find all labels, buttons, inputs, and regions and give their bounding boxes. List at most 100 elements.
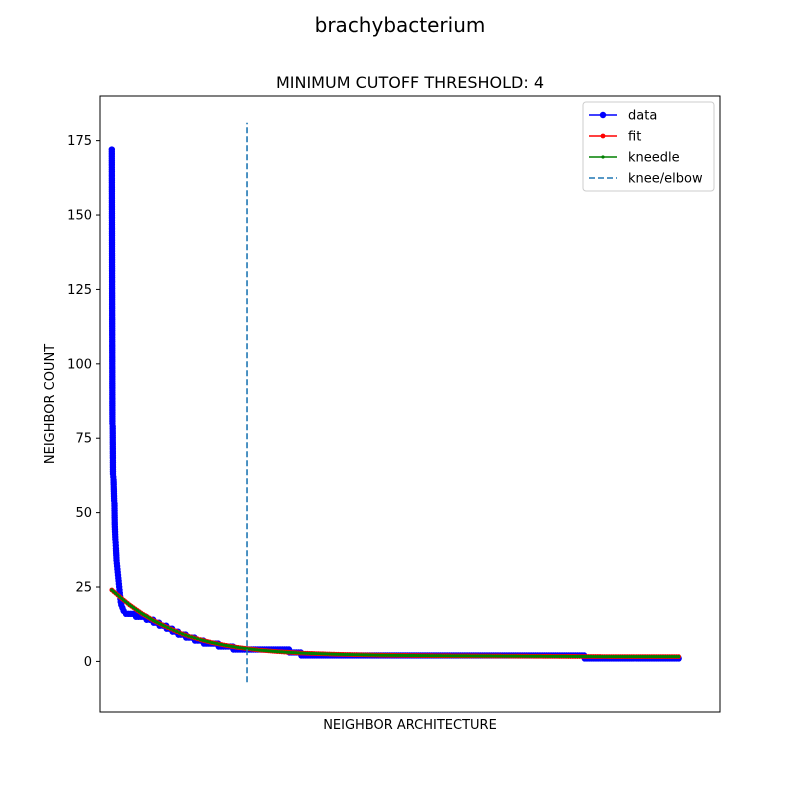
series-kneedle-marker: [491, 654, 495, 658]
series-kneedle-marker: [373, 653, 377, 657]
series-kneedle-marker: [371, 653, 375, 657]
series-kneedle-marker: [439, 654, 443, 658]
series-kneedle-marker: [566, 654, 570, 659]
series-kneedle-marker: [607, 655, 611, 659]
series-kneedle-point: [334, 652, 338, 656]
series-data-group: [108, 146, 682, 662]
series-kneedle-marker: [462, 654, 466, 658]
series-kneedle-marker: [672, 655, 676, 659]
series-kneedle-marker: [405, 653, 409, 658]
series-kneedle-marker: [636, 655, 640, 659]
y-axis-label: NEIGHBOR COUNT: [43, 344, 58, 464]
series-kneedle-marker: [362, 653, 366, 657]
series-kneedle-marker: [280, 650, 284, 654]
series-kneedle-marker: [412, 653, 416, 658]
series-kneedle-marker: [537, 654, 541, 658]
series-kneedle-marker: [459, 654, 464, 658]
series-kneedle-point: [494, 654, 498, 658]
y-tick-label: 150: [67, 209, 92, 224]
series-kneedle-marker: [661, 655, 665, 659]
series-kneedle-marker: [425, 654, 430, 658]
series-kneedle-marker: [571, 654, 575, 659]
series-kneedle-marker: [457, 654, 461, 658]
series-kneedle-marker: [623, 655, 627, 659]
series-kneedle-marker: [394, 653, 398, 657]
y-tick-label: 100: [67, 357, 92, 372]
series-kneedle-marker: [464, 654, 468, 658]
series-kneedle-marker: [625, 655, 629, 659]
series-kneedle-marker: [573, 654, 577, 659]
series-kneedle-point: [677, 655, 681, 659]
series-kneedle-marker: [541, 654, 545, 658]
series-kneedle-marker: [282, 650, 286, 654]
plot-area: [108, 122, 682, 683]
series-kneedle-marker: [580, 654, 584, 659]
series-kneedle-marker: [641, 655, 645, 659]
legend-item: kneedle: [589, 151, 680, 166]
series-kneedle-marker: [548, 654, 552, 658]
series-kneedle-point: [163, 624, 167, 628]
series-kneedle-marker: [523, 654, 527, 658]
series-kneedle-marker: [550, 654, 555, 658]
series-kneedle-marker: [195, 637, 200, 641]
series-kneedle-marker: [423, 654, 427, 658]
series-kneedle-marker: [166, 626, 170, 630]
legend: data fit kneedle knee/elbow: [582, 101, 715, 192]
series-kneedle-marker: [296, 651, 300, 655]
series-kneedle-marker: [605, 655, 609, 659]
series-kneedle-marker: [507, 654, 511, 658]
legend-item: data: [589, 109, 657, 124]
series-kneedle-marker: [172, 628, 176, 632]
series-kneedle-marker: [514, 654, 518, 658]
series-kneedle-point: [181, 632, 185, 636]
legend-box: [582, 101, 715, 192]
series-kneedle-marker: [287, 650, 291, 654]
series-kneedle-marker: [638, 655, 643, 659]
series-fit-line: [111, 589, 679, 658]
series-kneedle-marker: [503, 654, 507, 658]
series-kneedle-marker: [645, 655, 649, 659]
series-kneedle-marker: [564, 654, 568, 659]
y-tick-label: 125: [67, 283, 92, 298]
series-kneedle-marker: [466, 654, 470, 658]
series-kneedle-marker: [575, 654, 579, 659]
series-kneedle-marker: [229, 644, 233, 648]
series-kneedle-group: [110, 588, 681, 659]
series-data-line: [111, 149, 679, 660]
series-kneedle-marker: [600, 654, 604, 659]
series-kneedle-marker: [609, 655, 614, 659]
series-kneedle-marker: [516, 654, 520, 658]
legend-label: fit: [628, 130, 641, 145]
series-kneedle-marker: [184, 633, 188, 637]
series-kneedle-marker: [336, 652, 341, 656]
series-kneedle-marker: [557, 654, 561, 658]
series-kneedle-marker: [621, 655, 625, 659]
axes-frame: [99, 95, 721, 713]
series-kneedle-marker: [603, 655, 607, 659]
x-axis-label: NEIGHBOR ARCHITECTURE: [323, 718, 497, 733]
series-kneedle-marker: [292, 651, 296, 655]
series-kneedle-marker: [489, 654, 493, 658]
series-kneedle-marker: [632, 655, 636, 659]
series-kneedle-marker: [409, 653, 414, 658]
series-kneedle-marker: [255, 648, 259, 652]
series-kneedle-marker: [525, 654, 530, 658]
y-tick-label: 0: [84, 655, 92, 670]
series-kneedle-marker: [656, 655, 661, 659]
series-kneedle-marker: [475, 654, 480, 658]
series-kneedle-marker: [231, 645, 236, 649]
series-kneedle-marker: [369, 653, 373, 657]
series-kneedle-marker: [598, 654, 602, 659]
series-kneedle-marker: [532, 654, 536, 658]
series-kneedle-marker: [539, 654, 543, 658]
legend-label: data: [628, 109, 657, 124]
series-kneedle-marker: [441, 654, 445, 658]
series-kneedle-marker: [530, 654, 534, 658]
series-kneedle-marker: [665, 655, 670, 659]
series-kneedle-marker: [189, 635, 194, 639]
series-kneedle-marker: [355, 653, 359, 657]
series-kneedle-marker: [224, 643, 228, 648]
legend-marker: [599, 111, 607, 119]
series-kneedle-point: [222, 643, 226, 647]
